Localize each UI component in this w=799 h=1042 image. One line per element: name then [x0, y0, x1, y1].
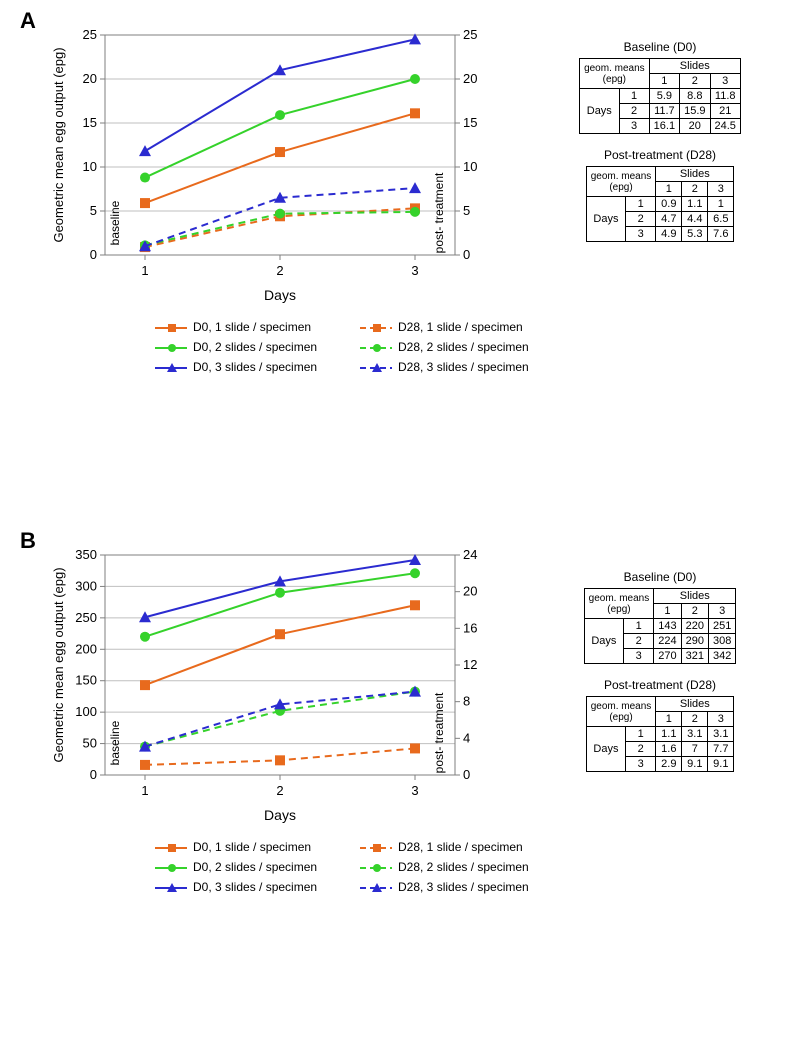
svg-text:15: 15: [83, 115, 97, 130]
legend-item: D28, 2 slides / specimen: [360, 340, 535, 354]
legend-label: D28, 1 slide / specimen: [398, 320, 523, 334]
panel-a-chart: 0 5 10 15 20 25 0 5 10 15 20 25 1 2 3 Days Geometric mea…: [40, 20, 535, 380]
legend-label: D28, 3 slides / specimen: [398, 360, 529, 374]
panel-b-table-post: geom. means(epg) Slides 123 Days11.13.13…: [540, 696, 780, 772]
legend-label: D0, 2 slides / specimen: [193, 860, 317, 874]
legend-label: D0, 3 slides / specimen: [193, 360, 317, 374]
panel-b-chart: 05010015020025030035004812162024123DaysG…: [40, 540, 535, 900]
svg-text:0: 0: [463, 247, 470, 262]
svg-text:3: 3: [411, 783, 418, 798]
svg-text:0: 0: [463, 767, 470, 782]
legend-item: D0, 2 slides / specimen: [155, 340, 330, 354]
svg-text:1: 1: [141, 783, 148, 798]
legend-label: D28, 1 slide / specimen: [398, 840, 523, 854]
svg-text:2: 2: [276, 783, 283, 798]
svg-text:16: 16: [463, 620, 477, 635]
svg-text:post- treatment: post- treatment: [432, 692, 446, 773]
panel-b-svg: 05010015020025030035004812162024123DaysG…: [40, 540, 500, 840]
svg-text:0: 0: [90, 767, 97, 782]
panel-b-label: B: [20, 528, 36, 554]
legend-item: D28, 2 slides / specimen: [360, 860, 535, 874]
legend-label: D0, 1 slide / specimen: [193, 840, 311, 854]
svg-text:24: 24: [463, 547, 477, 562]
panel-a: A 0 5 10 15 20 25 0 5 10 15 20 25 1 2 3 Days Geometric m…: [0, 0, 799, 520]
svg-text:250: 250: [75, 610, 97, 625]
legend-item: D28, 3 slides / specimen: [360, 880, 535, 894]
svg-text:4: 4: [463, 730, 470, 745]
panel-a-tables: Baseline (D0) geom. means(epg) Slides 12…: [540, 40, 780, 256]
panel-a-svg: 0 5 10 15 20 25 0 5 10 15 20 25 1 2 3 Days Geometric mea…: [40, 20, 500, 320]
baseline-title-b: Baseline (D0): [540, 570, 780, 584]
svg-text:baseline: baseline: [108, 720, 122, 765]
svg-text:300: 300: [75, 578, 97, 593]
post-title-a: Post-treatment (D28): [540, 148, 780, 162]
svg-text:50: 50: [83, 736, 97, 751]
svg-text:10: 10: [83, 159, 97, 174]
panel-b-table-baseline: geom. means(epg) Slides 123 Days11432202…: [540, 588, 780, 664]
legend-label: D28, 2 slides / specimen: [398, 860, 529, 874]
svg-text:20: 20: [83, 71, 97, 86]
legend-label: D0, 3 slides / specimen: [193, 880, 317, 894]
svg-text:3: 3: [411, 263, 418, 278]
legend-item: D0, 1 slide / specimen: [155, 320, 330, 334]
svg-text:Days: Days: [264, 807, 296, 823]
panel-b-legend: D0, 1 slide / specimen D28, 1 slide / spe…: [155, 840, 535, 894]
svg-text:1: 1: [141, 263, 148, 278]
svg-text:15: 15: [463, 115, 477, 130]
svg-text:20: 20: [463, 71, 477, 86]
panel-b-tables: Baseline (D0) geom. means(epg) Slides 12…: [540, 570, 780, 786]
baseline-title-a: Baseline (D0): [540, 40, 780, 54]
panel-a-legend: D0, 1 slide / specimen D28, 1 slide / spe…: [155, 320, 535, 374]
legend-label: D28, 2 slides / specimen: [398, 340, 529, 354]
svg-text:0: 0: [90, 247, 97, 262]
svg-text:baseline: baseline: [108, 200, 122, 245]
legend-item: D28, 1 slide / specimen: [360, 320, 535, 334]
svg-text:2: 2: [276, 263, 283, 278]
svg-text:post- treatment: post- treatment: [432, 172, 446, 253]
legend-item: D0, 2 slides / specimen: [155, 860, 330, 874]
svg-text:12: 12: [463, 657, 477, 672]
svg-text:25: 25: [463, 27, 477, 42]
svg-text:8: 8: [463, 694, 470, 709]
panel-a-label: A: [20, 8, 36, 34]
svg-text:150: 150: [75, 673, 97, 688]
legend-label: D0, 1 slide / specimen: [193, 320, 311, 334]
svg-text:Days: Days: [264, 287, 296, 303]
svg-text:10: 10: [463, 159, 477, 174]
legend-item: D28, 3 slides / specimen: [360, 360, 535, 374]
legend-item: D0, 3 slides / specimen: [155, 880, 330, 894]
legend-label: D28, 3 slides / specimen: [398, 880, 529, 894]
panel-b: B 05010015020025030035004812162024123Day…: [0, 520, 799, 1040]
svg-text:5: 5: [463, 203, 470, 218]
panel-a-table-baseline: geom. means(epg) Slides 123 Days15.98.81…: [540, 58, 780, 134]
svg-text:Geometric mean egg output (epg: Geometric mean egg output (epg): [51, 47, 66, 242]
legend-item: D0, 1 slide / specimen: [155, 840, 330, 854]
legend-item: D0, 3 slides / specimen: [155, 360, 330, 374]
svg-text:200: 200: [75, 641, 97, 656]
svg-text:5: 5: [90, 203, 97, 218]
svg-text:Geometric mean egg output (epg: Geometric mean egg output (epg): [51, 567, 66, 762]
svg-text:20: 20: [463, 584, 477, 599]
svg-text:25: 25: [83, 27, 97, 42]
panel-a-table-post: geom. means(epg) Slides 123 Days10.91.11…: [540, 166, 780, 242]
legend-item: D28, 1 slide / specimen: [360, 840, 535, 854]
svg-text:100: 100: [75, 704, 97, 719]
legend-label: D0, 2 slides / specimen: [193, 340, 317, 354]
post-title-b: Post-treatment (D28): [540, 678, 780, 692]
svg-text:350: 350: [75, 547, 97, 562]
